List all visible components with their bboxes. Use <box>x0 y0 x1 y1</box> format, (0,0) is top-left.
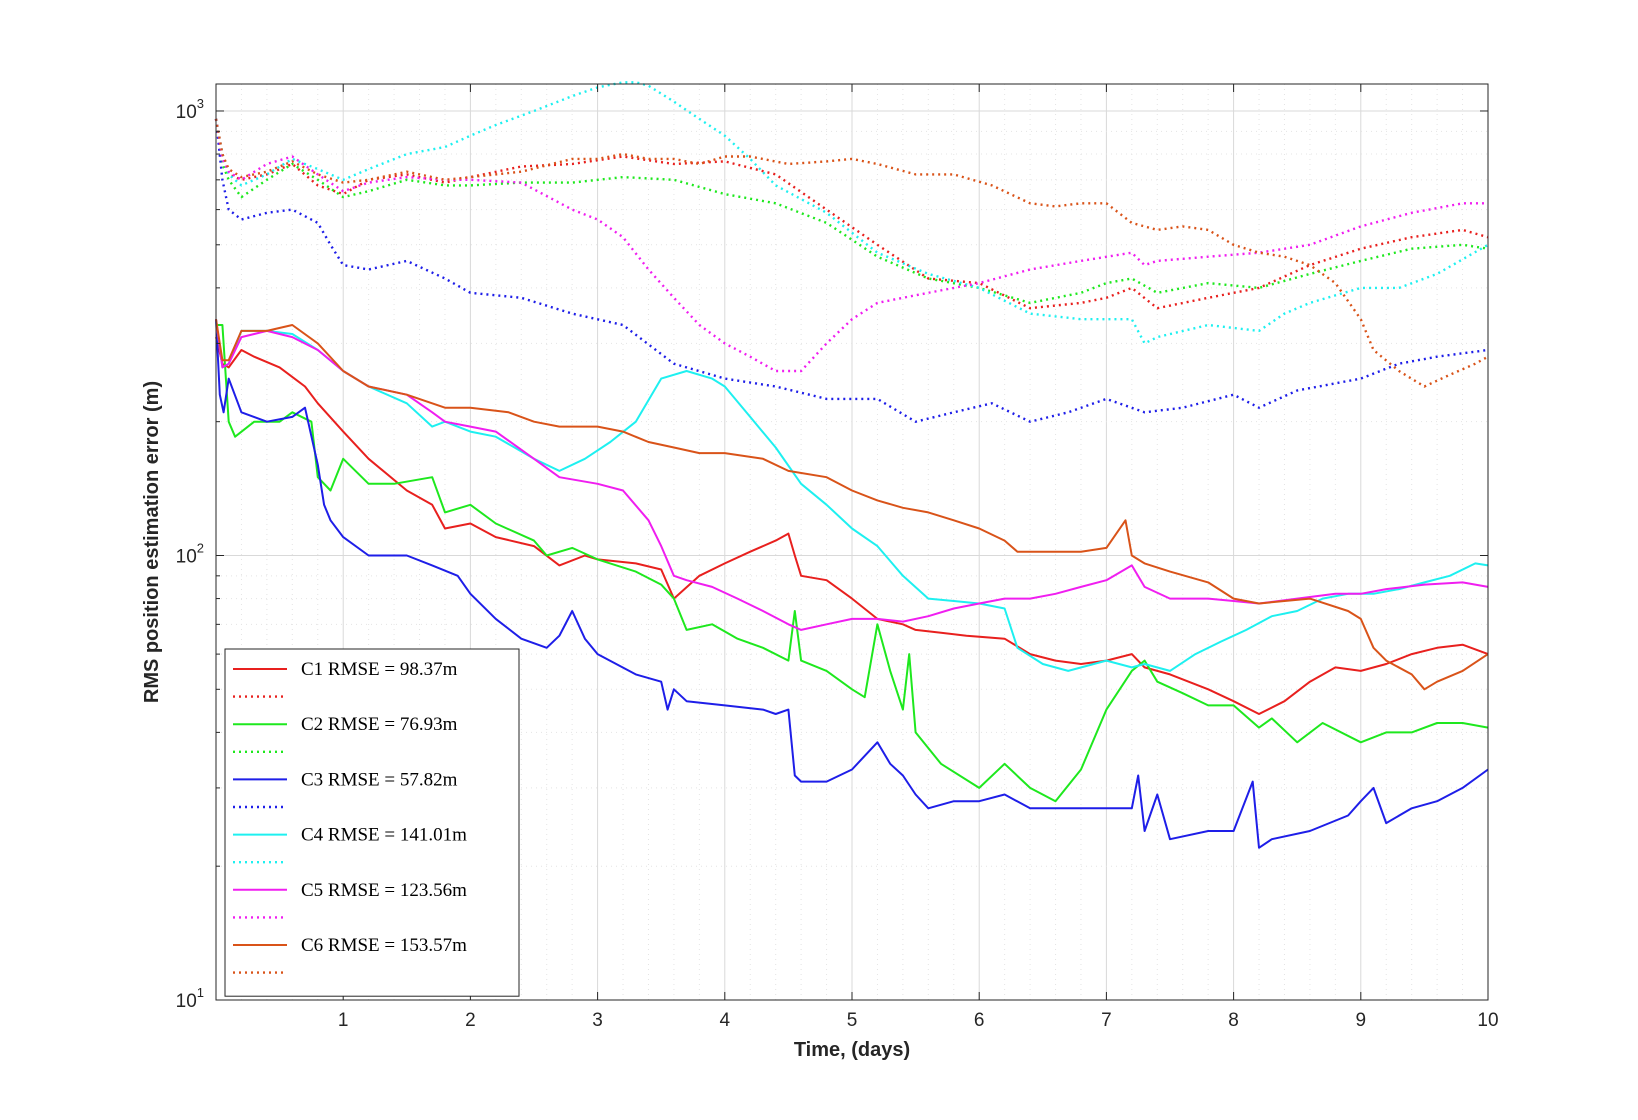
series-line-1-solid <box>215 336 1489 715</box>
series-line-5-solid <box>215 319 1489 849</box>
series-line-10-dotted <box>214 118 1488 373</box>
x-tick-label: 4 <box>720 1010 731 1031</box>
series-line-7-solid <box>215 319 1489 672</box>
x-tick-label: 8 <box>1228 1010 1239 1031</box>
axis-ticks: 1 2 3 4 5 6 7 8 9 10 101 102 103 <box>176 84 1499 1031</box>
legend-label-1: C1 RMSE = 98.37m <box>301 659 458 680</box>
legend-label-11: C6 RMSE = 153.57m <box>301 935 467 956</box>
legend: C1 RMSE = 98.37m C2 RMSE = 76.93m C3 RMSE … <box>224 648 520 997</box>
x-tick-label: 10 <box>1477 1010 1498 1031</box>
legend-box <box>224 648 520 997</box>
x-tick-label: 3 <box>592 1010 603 1031</box>
plot-series <box>214 81 1489 849</box>
legend-label-7: C4 RMSE = 141.01m <box>301 825 467 846</box>
x-tick-label: 5 <box>847 1010 858 1031</box>
legend-label-3: C2 RMSE = 76.93m <box>301 714 458 735</box>
y-tick-label: 102 <box>176 540 204 567</box>
x-axis-label: Time, (days) <box>794 1039 910 1061</box>
series-line-8-dotted <box>214 81 1489 345</box>
series-line-2-dotted <box>214 118 1489 310</box>
series-line-3-solid <box>216 324 1489 803</box>
legend-label-5: C3 RMSE = 57.82m <box>301 769 458 790</box>
x-tick-label: 6 <box>974 1010 985 1031</box>
y-axis-label: RMS position estimation error (m) <box>141 381 163 703</box>
x-tick-label: 2 <box>465 1010 476 1031</box>
series-line-4-dotted <box>214 118 1489 305</box>
y-tick-label: 101 <box>176 985 204 1012</box>
x-tick-label: 1 <box>338 1010 349 1031</box>
series-line-6-dotted <box>214 118 1489 423</box>
series-line-12-dotted <box>214 118 1489 388</box>
series-line-11-solid <box>215 319 1489 691</box>
y-tick-label: 103 <box>176 96 204 123</box>
x-tick-label: 9 <box>1356 1010 1367 1031</box>
legend-label-9: C5 RMSE = 123.56m <box>301 880 467 901</box>
x-tick-label: 7 <box>1101 1010 1112 1031</box>
